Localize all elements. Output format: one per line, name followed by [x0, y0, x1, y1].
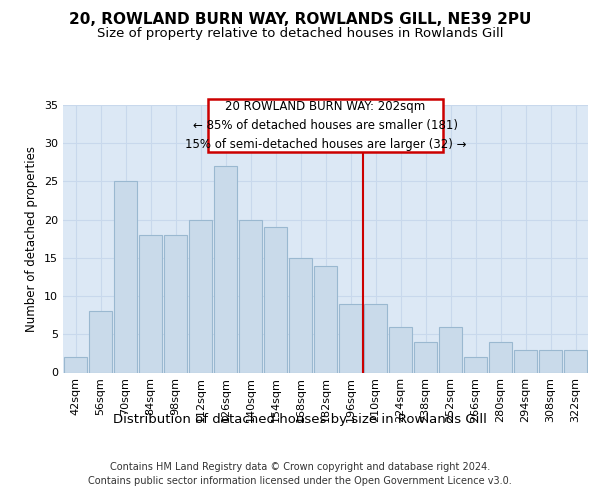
Bar	[464, 357, 487, 372]
Bar	[439, 326, 463, 372]
Bar	[563, 350, 587, 372]
Bar	[389, 326, 412, 372]
Text: Distribution of detached houses by size in Rowlands Gill: Distribution of detached houses by size …	[113, 412, 487, 426]
Bar	[139, 235, 163, 372]
Y-axis label: Number of detached properties: Number of detached properties	[25, 146, 38, 332]
Bar	[514, 350, 538, 372]
Bar	[89, 312, 112, 372]
Bar	[289, 258, 313, 372]
Text: 20, ROWLAND BURN WAY, ROWLANDS GILL, NE39 2PU: 20, ROWLAND BURN WAY, ROWLANDS GILL, NE3…	[69, 12, 531, 28]
Bar	[314, 266, 337, 372]
Bar	[239, 220, 262, 372]
Bar	[214, 166, 238, 372]
Bar	[364, 304, 388, 372]
Bar	[64, 357, 88, 372]
Bar	[164, 235, 187, 372]
Bar	[208, 99, 443, 152]
Text: 20 ROWLAND BURN WAY: 202sqm
← 85% of detached houses are smaller (181)
15% of se: 20 ROWLAND BURN WAY: 202sqm ← 85% of det…	[185, 100, 466, 151]
Bar	[413, 342, 437, 372]
Bar	[338, 304, 362, 372]
Bar	[188, 220, 212, 372]
Bar	[488, 342, 512, 372]
Bar	[263, 228, 287, 372]
Text: Size of property relative to detached houses in Rowlands Gill: Size of property relative to detached ho…	[97, 28, 503, 40]
Text: Contains public sector information licensed under the Open Government Licence v3: Contains public sector information licen…	[88, 476, 512, 486]
Bar	[113, 182, 137, 372]
Text: Contains HM Land Registry data © Crown copyright and database right 2024.: Contains HM Land Registry data © Crown c…	[110, 462, 490, 472]
Bar	[539, 350, 562, 372]
